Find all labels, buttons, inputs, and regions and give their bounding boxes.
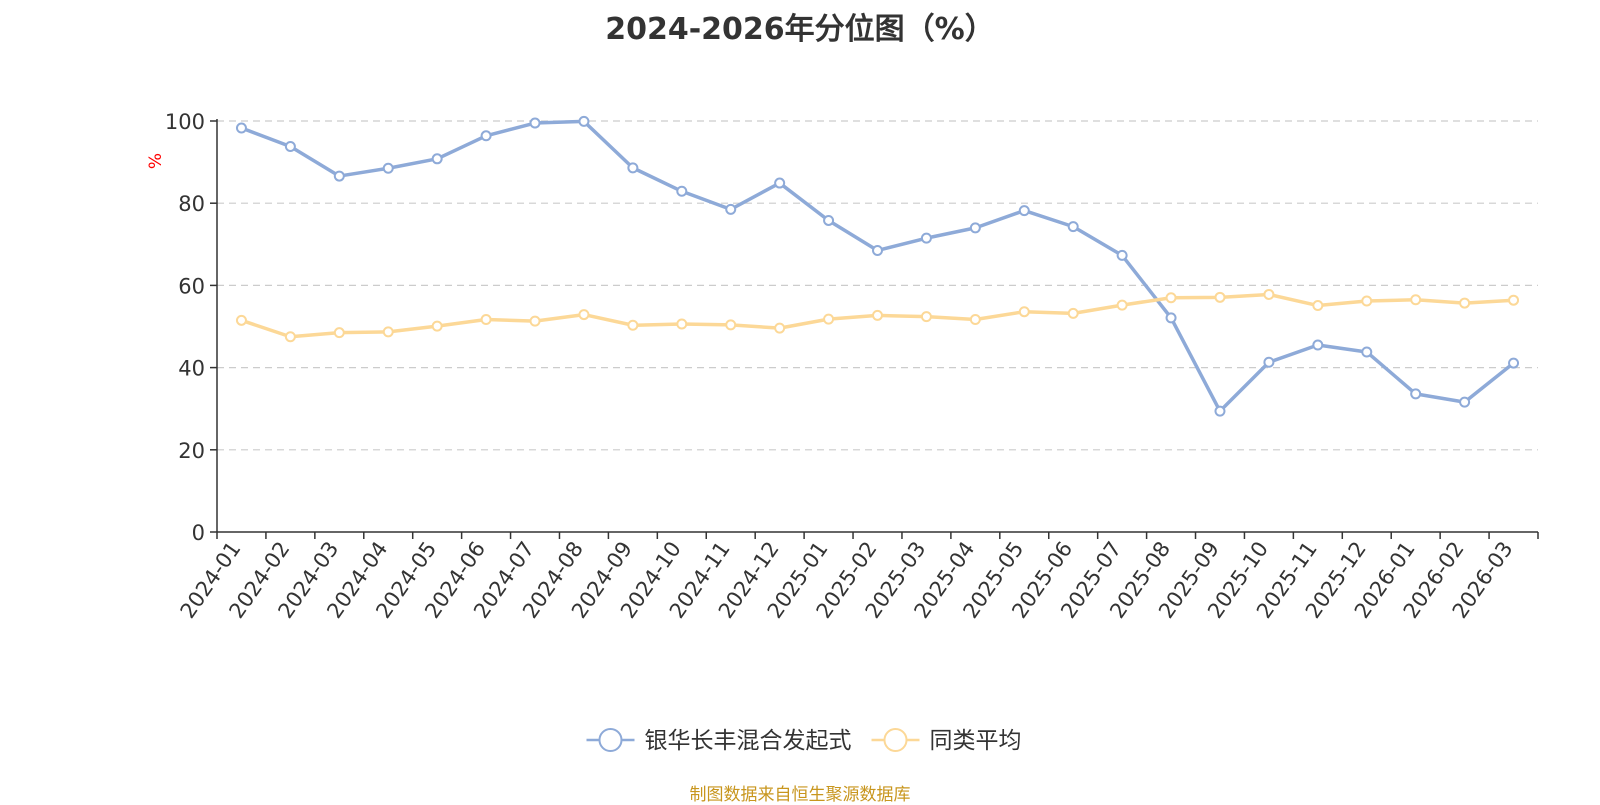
data-point[interactable] — [920, 232, 932, 244]
data-point[interactable] — [1508, 294, 1520, 306]
data-point[interactable] — [627, 162, 639, 174]
data-point[interactable] — [676, 318, 688, 330]
axes: 0204060801002024-012024-022024-032024-04… — [165, 110, 1539, 623]
data-point[interactable] — [1165, 312, 1177, 324]
data-point[interactable] — [872, 309, 883, 321]
data-point[interactable] — [920, 311, 932, 323]
data-point[interactable] — [333, 170, 345, 182]
data-point[interactable] — [1361, 346, 1373, 358]
series-group — [235, 288, 1520, 343]
data-point[interactable] — [1263, 356, 1275, 368]
data-point[interactable] — [823, 214, 835, 226]
legend-item[interactable]: 同类平均 — [871, 728, 1022, 754]
data-point[interactable] — [480, 314, 492, 326]
data-point[interactable] — [1018, 205, 1030, 217]
y-tick-label: 20 — [178, 439, 205, 463]
data-point[interactable] — [774, 322, 786, 334]
grid-lines — [217, 120, 1538, 451]
y-tick-label: 60 — [178, 274, 205, 298]
data-point[interactable] — [284, 331, 296, 343]
data-point[interactable] — [235, 314, 247, 326]
legend-marker-icon — [883, 728, 908, 752]
legend-label: 银华长丰混合发起式 — [645, 728, 852, 754]
data-point[interactable] — [333, 327, 345, 339]
data-point[interactable] — [969, 314, 981, 326]
data-point[interactable] — [1263, 288, 1275, 300]
legend[interactable]: 银华长丰混合发起式 同类平均 — [586, 728, 1022, 754]
data-point[interactable] — [1067, 221, 1079, 233]
data-point[interactable] — [1018, 306, 1030, 318]
data-point[interactable] — [823, 313, 835, 325]
data-point[interactable] — [627, 319, 639, 331]
data-point[interactable] — [235, 122, 247, 134]
data-point[interactable] — [1214, 291, 1226, 303]
data-point[interactable] — [1312, 300, 1324, 312]
data-point[interactable] — [529, 117, 541, 129]
data-point[interactable] — [1067, 307, 1079, 319]
y-tick-label: 0 — [192, 521, 205, 545]
data-point[interactable] — [1116, 249, 1128, 261]
data-point[interactable] — [431, 320, 443, 332]
data-point[interactable] — [1410, 294, 1422, 306]
data-point[interactable] — [1214, 405, 1226, 417]
data-point[interactable] — [1116, 299, 1128, 311]
y-axis-label: % — [146, 153, 166, 169]
data-point[interactable] — [1459, 396, 1471, 408]
data-point[interactable] — [431, 153, 443, 165]
data-point[interactable] — [578, 309, 590, 321]
data-point[interactable] — [480, 130, 492, 142]
legend-marker-icon — [598, 728, 623, 752]
data-point[interactable] — [529, 315, 541, 327]
data-point[interactable] — [774, 177, 786, 189]
data-point[interactable] — [382, 162, 394, 174]
data-point[interactable] — [284, 140, 296, 152]
series-group — [235, 115, 1520, 417]
y-tick-label: 40 — [178, 357, 205, 381]
legend-label: 同类平均 — [930, 728, 1022, 754]
data-source-note: 制图数据来自恒生聚源数据库 — [689, 785, 911, 805]
chart-title: 2024-2026年分位图（%） — [605, 12, 995, 47]
data-point[interactable] — [1312, 339, 1324, 351]
data-point[interactable] — [1508, 357, 1520, 369]
data-point[interactable] — [676, 185, 688, 197]
y-tick-label: 100 — [165, 110, 205, 134]
data-point[interactable] — [969, 222, 981, 234]
data-point[interactable] — [1165, 292, 1177, 304]
y-tick-label: 80 — [178, 192, 205, 216]
data-point[interactable] — [578, 115, 590, 127]
data-point[interactable] — [1459, 297, 1471, 309]
data-point[interactable] — [872, 244, 883, 256]
data-point[interactable] — [1361, 295, 1373, 307]
data-point[interactable] — [1410, 388, 1422, 400]
data-point[interactable] — [725, 203, 737, 215]
data-point[interactable] — [382, 326, 394, 338]
series-lines — [235, 115, 1520, 417]
legend-item[interactable]: 银华长丰混合发起式 — [586, 728, 852, 754]
data-point[interactable] — [725, 319, 737, 331]
